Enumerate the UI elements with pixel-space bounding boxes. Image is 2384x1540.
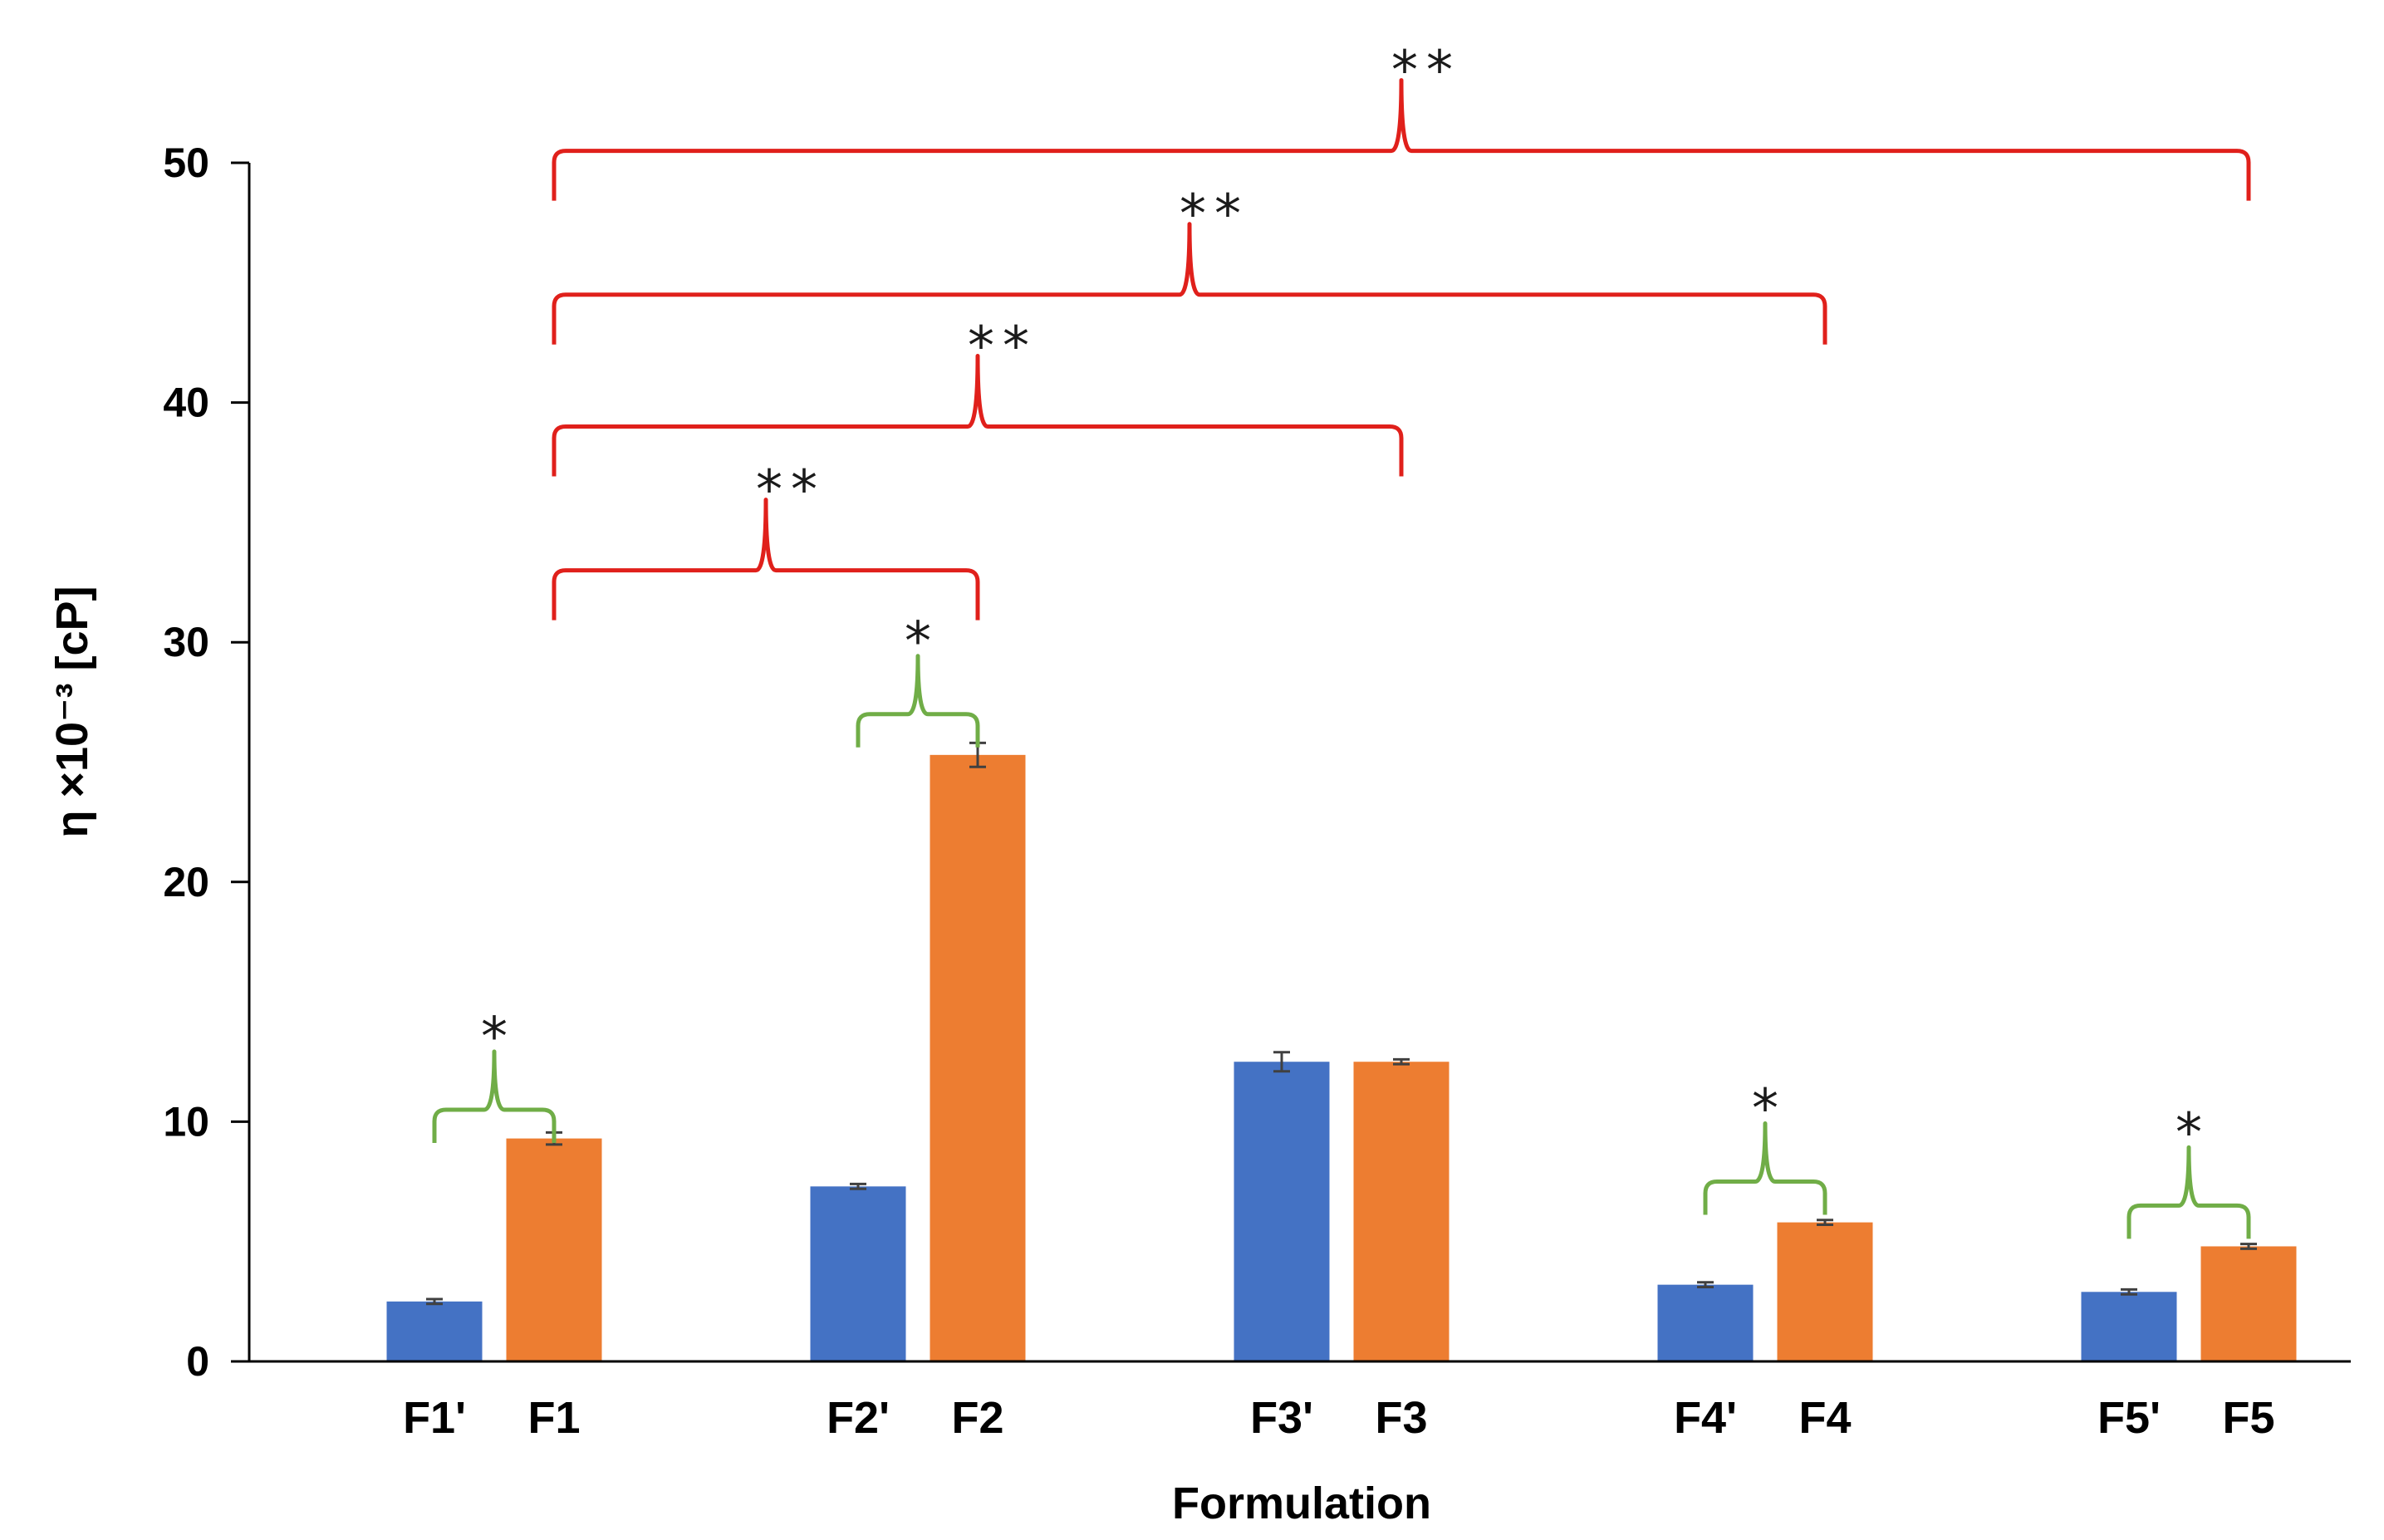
bar-f3-prime xyxy=(1234,1062,1330,1361)
significance-label: ** xyxy=(1391,41,1461,102)
significance-label: ** xyxy=(1180,184,1249,246)
axes: F1' F1 F2' F2 F3' F3 F4' F4 F5' F5 0 10 20 30 40 50 xyxy=(163,140,2351,1443)
significance-brackets: *** ********* xyxy=(432,41,2251,1239)
significance-bracket-f1-prime-f1 xyxy=(432,1049,557,1143)
significance-bracket-f2-prime-f2 xyxy=(856,654,980,748)
y-axis-title: η ×10⁻³ [cP] xyxy=(47,586,97,837)
bar-f2 xyxy=(930,754,1026,1361)
x-axis-title: Formulation xyxy=(1172,1479,1431,1528)
bar-f4 xyxy=(1777,1222,1873,1361)
error-bar-f3 xyxy=(1393,1057,1410,1066)
error-bar-f4-prime xyxy=(1697,1281,1714,1289)
significance-label: ** xyxy=(968,316,1037,377)
bar-f3 xyxy=(1353,1062,1450,1361)
y-tick-label: 40 xyxy=(163,380,209,426)
bar-f5 xyxy=(2200,1246,2297,1361)
bar-f1-prime xyxy=(386,1301,483,1361)
bar-f5-prime xyxy=(2081,1292,2177,1361)
y-tick-label: 30 xyxy=(163,619,209,665)
y-tick-label: 50 xyxy=(163,140,209,186)
x-tick-label: F1' xyxy=(403,1393,466,1443)
error-bar-f4 xyxy=(1817,1219,1833,1226)
x-tick-label: F3' xyxy=(1250,1393,1313,1443)
error-bars xyxy=(426,741,2257,1306)
x-tick-label: F4' xyxy=(1674,1393,1737,1443)
bar-f2-prime xyxy=(810,1186,906,1361)
y-tick-label: 0 xyxy=(186,1338,209,1385)
significance-bracket-f4-prime-f4 xyxy=(1703,1121,1827,1215)
significance-bracket-f1-f4 xyxy=(552,222,1827,345)
x-tick-label: F5 xyxy=(2222,1393,2274,1443)
significance-label: * xyxy=(905,611,931,673)
significance-bracket-f1-f3 xyxy=(552,353,1404,477)
significance-bracket-f5-prime-f5 xyxy=(2126,1145,2251,1239)
x-tick-label: F4 xyxy=(1798,1393,1851,1443)
error-bar-f2-prime xyxy=(850,1182,866,1190)
bar-f4-prime xyxy=(1657,1284,1754,1361)
x-tick-label: F5' xyxy=(2097,1393,2161,1443)
error-bar-f5 xyxy=(2240,1243,2257,1250)
significance-label: * xyxy=(2176,1102,2202,1164)
bars xyxy=(386,754,2297,1361)
error-bar-f3-prime xyxy=(1273,1051,1290,1073)
significance-label: * xyxy=(1752,1079,1778,1140)
significance-label: ** xyxy=(756,460,826,522)
significance-label: * xyxy=(481,1007,508,1068)
bar-f1 xyxy=(506,1138,602,1361)
significance-bracket-f1-f2 xyxy=(552,498,980,620)
y-tick-label: 10 xyxy=(163,1098,209,1145)
x-tick-label: F2 xyxy=(951,1393,1003,1443)
error-bar-f1-prime xyxy=(426,1297,443,1306)
x-tick-label: F1 xyxy=(527,1393,580,1443)
x-tick-label: F2' xyxy=(827,1393,890,1443)
error-bar-f5-prime xyxy=(2121,1287,2137,1296)
y-tick-label: 20 xyxy=(163,859,209,905)
significance-bracket-f1-f5 xyxy=(552,78,2251,201)
x-tick-label: F3 xyxy=(1375,1393,1427,1443)
